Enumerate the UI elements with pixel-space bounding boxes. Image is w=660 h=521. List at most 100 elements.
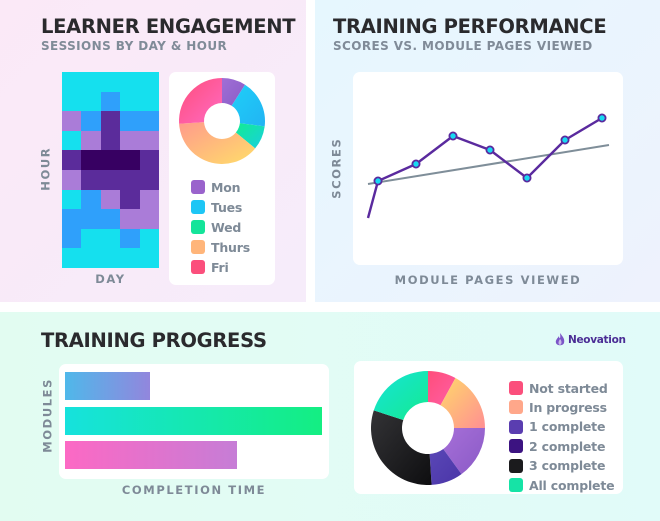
heatmap-cell (81, 150, 101, 170)
heatmap-cell (62, 91, 82, 112)
line-chart-card (353, 72, 623, 265)
donut-segment (231, 84, 265, 127)
heatmap-cell (139, 130, 159, 151)
legend-label: In progress (529, 399, 607, 415)
legend-item-1-complete: 1 complete (509, 419, 605, 435)
legend-label: Not started (529, 380, 608, 396)
heatmap-cell (100, 248, 121, 268)
legend-item-tues: Tues (191, 199, 242, 215)
heatmap-cell (120, 189, 140, 210)
data-point-marker (411, 159, 421, 169)
day-donut-card: Mon Tues Wed Thurs Fri (169, 72, 275, 285)
heatmap-cell (81, 189, 101, 210)
legend-label: 1 complete (529, 419, 606, 435)
donut-segment (443, 428, 485, 475)
learner-engagement-panel: LEARNER ENGAGEMENT SESSIONS BY DAY & HOU… (0, 0, 306, 302)
pages-axis-label: MODULE PAGES VIEWED (394, 273, 582, 287)
heatmap-cell (139, 248, 159, 268)
heatmap-cell (81, 130, 101, 151)
scores-axis-label: SCORES (329, 137, 344, 199)
heatmap-cell (100, 150, 121, 170)
training-performance-panel: TRAINING PERFORMANCE SCORES VS. MODULE P… (315, 0, 660, 302)
heatmap-cell (81, 209, 101, 229)
heatmap-cell (62, 130, 82, 151)
legend-swatch (191, 240, 205, 254)
brand-name: Neovation (568, 334, 626, 346)
legend-label: Tues (211, 199, 243, 215)
legend-item-thurs: Thurs (191, 239, 250, 255)
heatmap-cell (139, 170, 159, 190)
heatmap-cell (120, 111, 140, 131)
progress-donut-chart (371, 371, 485, 485)
modules-axis-label: MODULES (40, 377, 55, 453)
legend-item-wed: Wed (191, 219, 241, 235)
data-point-marker (373, 176, 383, 186)
donut-segment (371, 410, 432, 485)
legend-swatch (191, 260, 205, 274)
data-point-marker (485, 145, 495, 155)
performance-title: TRAINING PERFORMANCE (333, 15, 607, 38)
heatmap-cell (100, 228, 121, 249)
heatmap-cell (62, 248, 82, 268)
donut-segment (235, 123, 265, 149)
heatmap-cell (62, 228, 82, 249)
heatmap-cell (120, 209, 140, 229)
legend-swatch (191, 180, 205, 194)
legend-swatch (509, 419, 523, 434)
heatmap-cell (81, 248, 101, 268)
progress-donut-card: Not started In progress 1 complete 2 comple… (354, 361, 623, 494)
legend-swatch (509, 400, 523, 415)
legend-label: 2 complete (529, 438, 606, 454)
performance-subtitle: SCORES VS. MODULE PAGES VIEWED (333, 39, 593, 53)
legend-swatch (191, 200, 205, 214)
donut-segment (179, 78, 222, 124)
heatmap-cell (139, 91, 159, 112)
heatmap-cell (62, 72, 82, 92)
donut-segment (440, 378, 485, 428)
donut-segment (373, 371, 428, 420)
donut-segment (222, 78, 246, 106)
legend-label: All complete (529, 477, 615, 493)
heatmap-cell (139, 209, 159, 229)
legend-label: Mon (211, 179, 241, 195)
heatmap-cell (100, 91, 121, 112)
heatmap-cell (81, 111, 101, 131)
legend-item-not-started: Not started (509, 380, 608, 396)
heatmap-cell (120, 170, 140, 190)
heatmap-y-axis-label: HOUR (38, 146, 53, 191)
legend-label: 3 complete (529, 458, 606, 474)
module-bar-2 (65, 407, 322, 435)
legend-swatch (509, 478, 523, 492)
legend-swatch (191, 220, 205, 234)
heatmap-cell (62, 189, 82, 210)
heatmap-cell (62, 170, 82, 190)
legend-item-2-complete: 2 complete (509, 438, 605, 454)
data-point-marker (560, 135, 570, 145)
scores-line-chart (366, 113, 610, 219)
heatmap-cell (120, 248, 140, 268)
scores-line (366, 116, 603, 219)
heatmap-cell (62, 150, 82, 170)
bar-chart-card (59, 364, 329, 479)
trend-line (367, 144, 610, 185)
heatmap-cell (120, 150, 140, 170)
legend-item-in-progress: In progress (509, 399, 607, 415)
progress-title: TRAINING PROGRESS (41, 329, 267, 352)
heatmap-cell (81, 72, 101, 92)
heatmap-cell (120, 228, 140, 249)
data-point-marker (522, 173, 532, 183)
heatmap-cell (100, 189, 121, 210)
module-bar-1 (65, 372, 150, 400)
flame-logo-icon (555, 333, 565, 346)
donut-segment (428, 371, 456, 406)
heatmap-cell (120, 130, 140, 151)
heatmap-x-axis-label: DAY (95, 272, 126, 286)
heatmap-cell (139, 150, 159, 170)
data-point-marker (448, 131, 458, 141)
legend-item-fri: Fri (191, 259, 229, 275)
module-bar-3 (65, 441, 238, 469)
training-progress-panel: TRAINING PROGRESS MODULES COMPLETION TIM… (0, 312, 660, 521)
legend-item-mon: Mon (191, 179, 241, 195)
donut-segment (429, 449, 462, 485)
heatmap-cell (100, 111, 121, 131)
